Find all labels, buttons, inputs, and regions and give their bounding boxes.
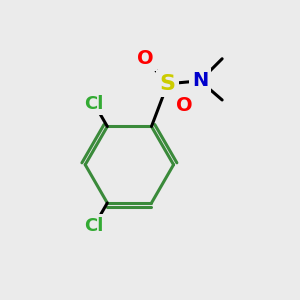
Text: S: S xyxy=(160,74,176,94)
Text: O: O xyxy=(137,49,154,68)
Text: N: N xyxy=(192,71,208,90)
Text: Cl: Cl xyxy=(84,217,104,235)
Text: O: O xyxy=(176,96,192,116)
Text: Cl: Cl xyxy=(84,94,104,112)
